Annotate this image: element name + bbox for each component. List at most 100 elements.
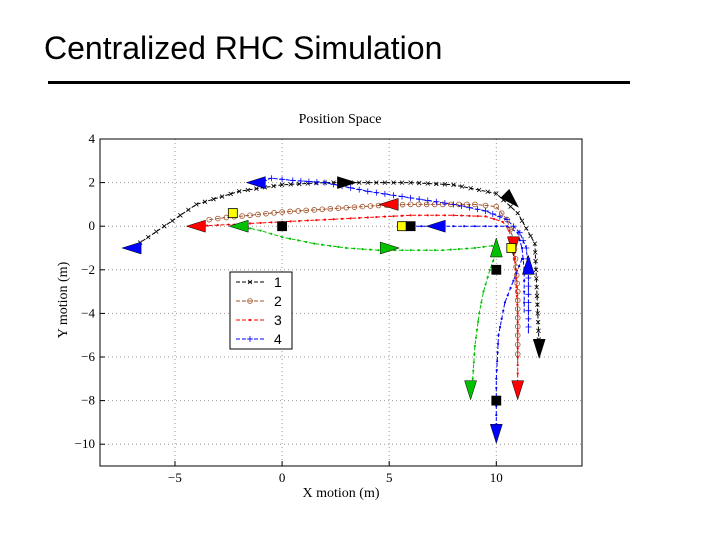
point-marker bbox=[476, 187, 482, 193]
point-marker bbox=[271, 210, 277, 216]
point-marker bbox=[493, 203, 500, 210]
point-marker bbox=[248, 222, 252, 225]
point-marker bbox=[416, 180, 422, 186]
point-marker bbox=[359, 203, 366, 210]
point-marker bbox=[170, 218, 175, 224]
point-marker bbox=[375, 202, 382, 209]
point-marker bbox=[263, 210, 269, 217]
point-marker bbox=[271, 183, 276, 189]
point-marker bbox=[482, 202, 489, 209]
point-marker bbox=[399, 180, 405, 185]
point-marker bbox=[332, 218, 335, 221]
point-marker bbox=[533, 267, 539, 273]
square-marker bbox=[277, 221, 287, 232]
point-marker bbox=[496, 342, 500, 346]
point-marker bbox=[495, 368, 498, 372]
point-marker bbox=[298, 219, 301, 223]
point-marker bbox=[485, 189, 491, 195]
point-marker bbox=[364, 188, 371, 195]
legend-box bbox=[229, 271, 293, 350]
point-marker bbox=[247, 336, 253, 342]
point-marker bbox=[512, 256, 519, 262]
point-marker bbox=[390, 192, 397, 199]
point-marker bbox=[383, 215, 387, 218]
point-marker bbox=[321, 179, 328, 186]
point-marker bbox=[515, 272, 518, 275]
chart-title: Position Space bbox=[299, 112, 382, 127]
point-marker bbox=[374, 180, 379, 185]
arrowhead bbox=[511, 380, 525, 401]
point-marker bbox=[525, 283, 532, 290]
square-marker bbox=[506, 243, 517, 253]
y-tick-label: −8 bbox=[81, 393, 95, 408]
arrowhead bbox=[489, 237, 503, 258]
point-marker bbox=[514, 277, 518, 280]
point-marker bbox=[477, 320, 480, 323]
arrowhead bbox=[500, 188, 519, 208]
point-marker bbox=[356, 186, 363, 193]
point-marker bbox=[211, 196, 216, 202]
arrowhead bbox=[425, 219, 446, 233]
point-marker bbox=[491, 259, 495, 263]
point-marker bbox=[495, 377, 498, 380]
point-marker bbox=[219, 194, 225, 199]
point-marker bbox=[442, 182, 448, 187]
point-marker bbox=[495, 225, 498, 228]
point-marker bbox=[392, 215, 395, 218]
point-marker bbox=[303, 207, 309, 214]
point-marker bbox=[330, 181, 337, 188]
y-tick-label: 4 bbox=[89, 131, 96, 146]
point-marker bbox=[206, 224, 209, 227]
point-marker bbox=[415, 201, 422, 208]
point-marker bbox=[460, 214, 463, 217]
point-marker bbox=[468, 214, 471, 217]
point-marker bbox=[153, 229, 159, 234]
point-marker bbox=[248, 227, 252, 230]
point-marker bbox=[289, 177, 296, 184]
point-marker bbox=[510, 223, 517, 230]
point-marker bbox=[367, 203, 374, 209]
point-marker bbox=[248, 318, 252, 322]
square-marker bbox=[227, 208, 238, 219]
point-marker bbox=[508, 204, 513, 209]
point-marker bbox=[515, 294, 518, 298]
point-marker bbox=[482, 245, 485, 249]
point-marker bbox=[490, 244, 494, 247]
point-marker bbox=[494, 191, 499, 196]
point-marker bbox=[280, 236, 284, 239]
point-marker bbox=[305, 178, 312, 185]
point-marker bbox=[358, 216, 361, 220]
point-marker bbox=[409, 249, 412, 252]
square-marker bbox=[491, 264, 502, 275]
square-layer bbox=[227, 208, 517, 406]
point-marker bbox=[512, 279, 515, 282]
point-marker bbox=[496, 351, 499, 354]
point-marker bbox=[353, 247, 356, 250]
series-line bbox=[196, 214, 519, 390]
arrowhead bbox=[121, 241, 142, 255]
point-marker bbox=[329, 244, 332, 247]
point-marker bbox=[496, 213, 503, 220]
point-marker bbox=[471, 377, 474, 380]
point-marker bbox=[473, 246, 476, 250]
point-marker bbox=[514, 341, 521, 348]
point-marker bbox=[279, 209, 285, 215]
point-marker bbox=[365, 180, 371, 185]
point-marker bbox=[227, 223, 230, 226]
point-marker bbox=[417, 249, 420, 252]
point-marker bbox=[523, 290, 526, 293]
arrowhead bbox=[245, 176, 266, 189]
point-marker bbox=[498, 325, 502, 329]
point-marker bbox=[514, 306, 521, 312]
point-marker bbox=[525, 299, 532, 306]
point-marker bbox=[382, 180, 388, 185]
axis-ticks: −5 0 5 10 4 2 0 −2 −4 −6 −8 −10 bbox=[75, 131, 503, 485]
point-marker bbox=[525, 274, 532, 281]
point-marker bbox=[484, 225, 487, 228]
point-marker bbox=[516, 372, 519, 375]
point-marker bbox=[178, 213, 183, 218]
y-tick-label: 0 bbox=[89, 218, 96, 233]
point-marker bbox=[409, 214, 412, 217]
point-marker bbox=[452, 225, 455, 228]
